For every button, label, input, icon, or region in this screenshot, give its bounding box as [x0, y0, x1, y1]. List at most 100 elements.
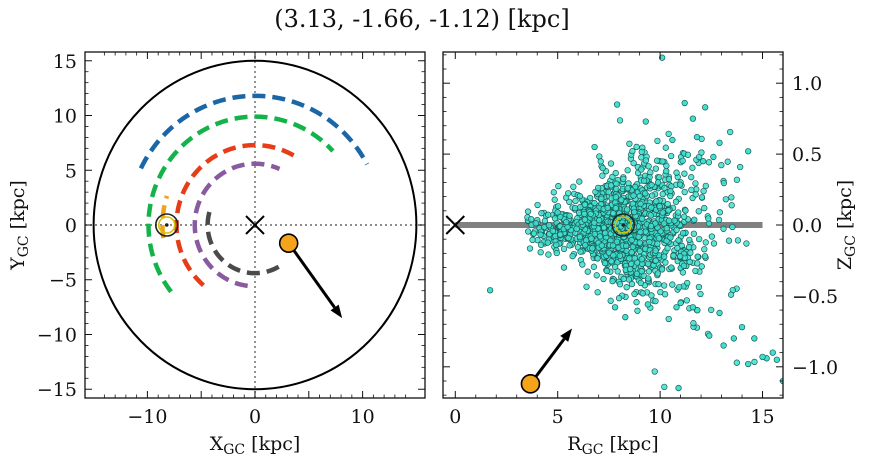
star-point: [745, 148, 752, 155]
star-point: [664, 245, 671, 252]
star-point: [675, 209, 682, 216]
star-point: [677, 299, 684, 307]
star-point: [733, 176, 741, 183]
star-point: [636, 239, 643, 246]
star-point: [687, 249, 694, 256]
star-point: [642, 228, 649, 235]
star-point: [648, 181, 655, 189]
star-point: [661, 383, 668, 391]
star-point: [613, 180, 620, 187]
star-point: [716, 309, 723, 317]
spiral-arm-2: [146, 114, 335, 294]
star-point: [553, 249, 560, 257]
star-point: [675, 237, 682, 244]
star-point: [695, 283, 703, 291]
y-tick-label: 0.0: [792, 215, 822, 237]
star-point: [659, 190, 666, 198]
star-point: [613, 101, 621, 108]
star-point: [545, 211, 552, 218]
star-point: [573, 225, 580, 232]
star-point: [630, 159, 637, 167]
star-point: [677, 253, 684, 260]
star-point: [738, 323, 746, 331]
star-point: [683, 297, 690, 304]
star-point: [602, 229, 609, 237]
star-point: [615, 295, 623, 302]
star-point: [565, 190, 572, 197]
star-point: [672, 198, 680, 205]
star-point: [698, 149, 705, 156]
star-point: [576, 193, 584, 200]
star-point: [591, 231, 598, 238]
star-point: [638, 148, 645, 156]
star-point: [690, 320, 697, 327]
star-point: [690, 230, 698, 237]
velocity-arrow-head: [330, 304, 343, 319]
star-point: [642, 157, 650, 164]
star-point: [528, 216, 535, 223]
star-point: [620, 175, 627, 183]
star-point: [637, 200, 644, 208]
star-point: [549, 227, 557, 235]
star-point: [660, 220, 668, 227]
star-point: [611, 304, 619, 311]
star-point: [525, 228, 532, 235]
star-point: [681, 188, 688, 196]
galaxy-boundary-circle: [92, 59, 418, 391]
star-point: [610, 210, 617, 217]
star-point: [667, 152, 675, 160]
star-point: [653, 198, 660, 205]
star-point: [661, 253, 668, 260]
star-point: [667, 192, 674, 200]
star-point: [710, 240, 718, 247]
star-point: [557, 231, 564, 238]
sun-marker-rz: [611, 213, 636, 237]
star-point: [702, 182, 709, 190]
star-point: [639, 290, 646, 297]
sun-marker-outer-ring: [154, 213, 179, 237]
velocity-arrow-rz: [529, 328, 573, 385]
star-point: [728, 202, 735, 209]
star-point: [553, 241, 560, 249]
star-point: [705, 215, 712, 222]
star-point: [665, 175, 673, 183]
star-point: [537, 241, 545, 249]
star-point: [720, 179, 728, 187]
star-point: [686, 236, 693, 244]
star-point: [679, 269, 687, 276]
star-point: [663, 162, 670, 169]
star-point: [612, 194, 619, 201]
y-tick-label: 1.0: [792, 73, 822, 95]
star-point: [673, 169, 680, 176]
y-tick-label: 10: [53, 106, 77, 128]
star-point: [594, 255, 601, 262]
star-point: [637, 279, 644, 287]
x-tick-label: 0: [249, 406, 261, 428]
star-point: [654, 240, 661, 247]
star-point: [696, 235, 703, 243]
star-point: [609, 242, 617, 249]
star-point: [653, 157, 661, 164]
galactic-center-marker: [245, 215, 265, 235]
left-panel-xy: −10 0 10 −15 −10 −5 0 5 10 15 XGC [kpc] YGC [kpc]: [7, 51, 426, 458]
star-point: [665, 130, 672, 137]
right-panel-rz: 0 5 10 15 −1.0 −0.5 0.0 0.5 1.0 RGC [kpc] ZGC [k…: [442, 51, 859, 458]
star-point: [579, 261, 586, 268]
star-point: [569, 252, 576, 260]
star-point: [594, 289, 601, 296]
star-point: [604, 204, 611, 212]
star-point: [565, 234, 572, 242]
star-point: [537, 249, 544, 256]
star-point: [555, 182, 562, 190]
star-point: [652, 297, 659, 305]
y-tick-label: −0.5: [792, 286, 838, 308]
star-point: [638, 268, 645, 275]
star-point: [659, 209, 666, 216]
star-point: [689, 304, 697, 311]
star-point: [716, 139, 723, 146]
star-point: [532, 220, 539, 227]
star-point: [655, 280, 662, 288]
star-point: [609, 277, 616, 285]
star-point: [701, 204, 708, 212]
